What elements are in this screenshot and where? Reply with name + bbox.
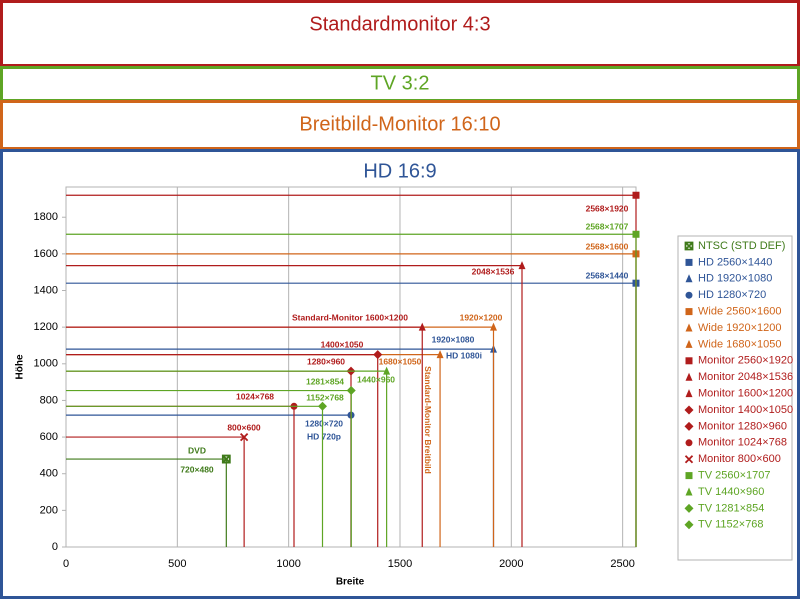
y-tick-label: 1800 — [34, 211, 58, 223]
legend-label: NTSC (STD DEF) — [698, 240, 785, 252]
legend-label: Monitor 800×600 — [698, 453, 781, 465]
marker — [346, 386, 356, 396]
y-axis-label: Höhe — [15, 354, 26, 379]
legend-marker — [685, 339, 693, 348]
legend-marker — [685, 389, 693, 398]
legend-marker — [684, 455, 694, 464]
legend-label: HD 2560×1440 — [698, 256, 772, 268]
point-label: 1920×1200 — [460, 312, 503, 322]
x-tick-label: 2000 — [499, 558, 523, 570]
marker — [383, 366, 391, 375]
y-tick-label: 1200 — [34, 321, 58, 333]
x-tick-label: 1000 — [276, 558, 300, 570]
point-label: Standard-Monitor Breitbild — [423, 366, 433, 474]
legend — [677, 235, 793, 561]
legend-marker — [685, 439, 693, 447]
frame-box — [0, 149, 800, 599]
legend-marker — [684, 241, 694, 251]
marker — [436, 350, 444, 359]
frame-title: HD 16:9 — [363, 160, 436, 182]
point-label: 2568×1707 — [586, 221, 629, 231]
y-tick-label: 200 — [40, 504, 58, 516]
legend-label: Monitor 1280×960 — [698, 420, 787, 432]
point-label: HD 720p — [307, 431, 341, 441]
point-label: 1400×1050 — [321, 339, 364, 349]
legend-marker — [685, 472, 693, 480]
legend-marker — [685, 323, 693, 332]
legend-label: TV 1440×960 — [698, 486, 764, 498]
y-tick-label: 600 — [40, 431, 58, 443]
marker — [373, 350, 383, 360]
point-label: 2568×1600 — [586, 241, 629, 251]
x-tick-label: 2500 — [610, 558, 634, 570]
y-tick-label: 400 — [40, 468, 58, 480]
legend-marker — [684, 503, 694, 513]
marker — [632, 230, 640, 238]
legend-label: HD 1920×1080 — [698, 273, 772, 285]
x-tick-label: 500 — [168, 558, 186, 570]
y-tick-label: 800 — [40, 394, 58, 406]
point-label: DVD — [188, 445, 206, 455]
point-label: 1280×960 — [307, 356, 345, 366]
point-label: 1024×768 — [236, 391, 274, 401]
marker — [632, 191, 640, 199]
legend-marker — [685, 487, 693, 496]
legend-label: Monitor 1024×768 — [698, 437, 787, 449]
marker — [490, 322, 497, 331]
y-tick-label: 0 — [52, 541, 58, 553]
point-label: HD 1080i — [446, 350, 482, 360]
marker — [518, 261, 526, 270]
legend-marker — [685, 308, 693, 316]
point-label: 1152×768 — [306, 392, 344, 402]
legend-label: TV 1152×768 — [698, 519, 764, 531]
legend-label: Monitor 1400×1050 — [698, 404, 793, 416]
legend-label: Monitor 2560×1920 — [698, 355, 793, 367]
legend-label: Wide 1680×1050 — [698, 338, 781, 350]
legend-marker — [684, 421, 694, 431]
x-tick-label: 0 — [63, 558, 69, 570]
x-axis-label: Breite — [336, 577, 365, 588]
point-label: 720×480 — [180, 464, 214, 474]
frame-box — [0, 0, 800, 67]
frame-box — [0, 100, 800, 150]
legend-label: Wide 1920×1200 — [698, 322, 781, 334]
frame-title: TV 3:2 — [371, 72, 430, 94]
marker — [239, 432, 249, 442]
legend-marker — [685, 274, 693, 283]
legend-label: TV 1281×854 — [698, 502, 764, 514]
legend-label: Monitor 2048×1536 — [698, 371, 793, 383]
legend-marker — [684, 520, 694, 530]
marker — [221, 454, 231, 464]
marker — [418, 322, 426, 331]
point-label: 1920×1080 — [432, 334, 475, 344]
point-label: 1281×854 — [306, 376, 344, 386]
legend-marker — [685, 291, 693, 299]
y-tick-label: 1400 — [34, 284, 58, 296]
point-label: 1440×960 — [357, 374, 395, 384]
legend-marker — [684, 405, 694, 415]
frame-title: Breitbild-Monitor 16:10 — [299, 113, 500, 135]
legend-label: Monitor 1600×1200 — [698, 388, 793, 400]
legend-label: TV 2560×1707 — [698, 470, 770, 482]
point-label: 2568×1440 — [586, 270, 629, 280]
point-label: 2568×1920 — [586, 203, 629, 213]
legend-label: Wide 2560×1600 — [698, 306, 781, 318]
frame-title: Standardmonitor 4:3 — [309, 13, 490, 35]
legend-marker — [685, 258, 693, 266]
legend-label: HD 1280×720 — [698, 289, 766, 301]
y-tick-label: 1600 — [34, 248, 58, 260]
point-label: Standard-Monitor 1600×1200 — [292, 312, 408, 322]
legend-marker — [685, 357, 693, 365]
marker — [318, 401, 327, 411]
point-label: 2048×1536 — [472, 266, 515, 276]
point-label: 800×600 — [227, 422, 261, 432]
x-tick-label: 1500 — [388, 558, 412, 570]
y-tick-label: 1000 — [34, 358, 58, 370]
point-label: 1680×1050 — [379, 356, 422, 366]
point-label: 1280×720 — [305, 418, 343, 428]
legend-marker — [685, 372, 693, 381]
